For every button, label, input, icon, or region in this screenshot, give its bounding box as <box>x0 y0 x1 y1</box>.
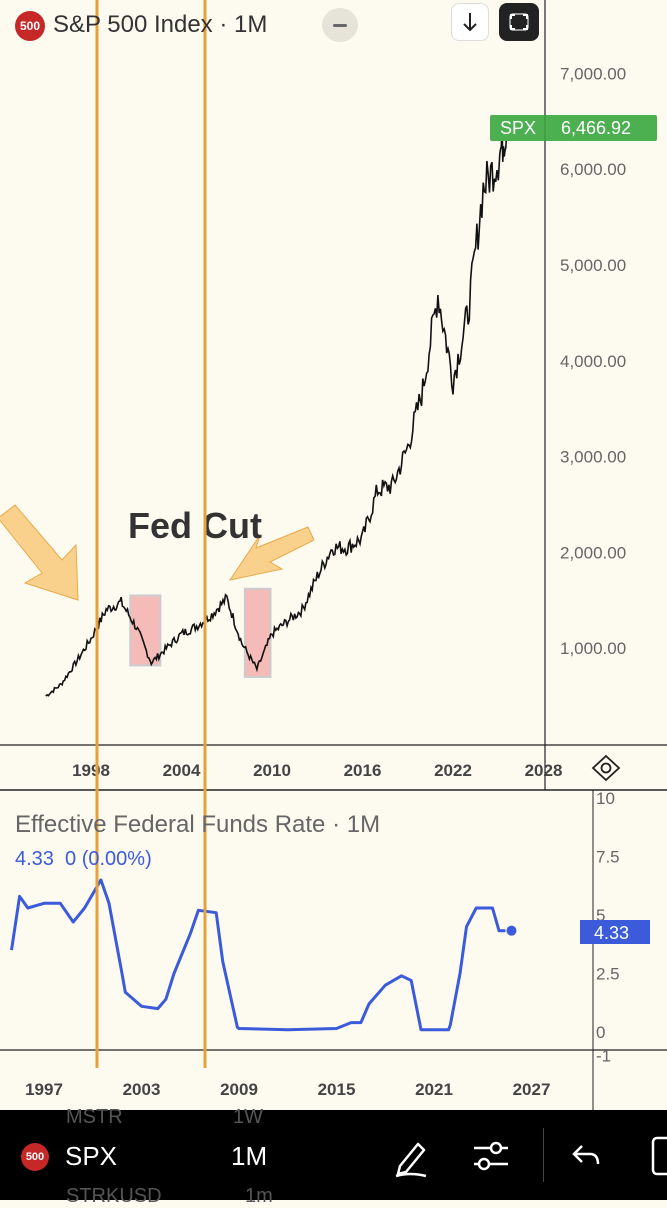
spx-interval: 1M <box>234 11 268 38</box>
more-button-partial[interactable] <box>645 1134 667 1178</box>
rate-x-tick: 2015 <box>318 1080 356 1099</box>
spx-badge: 500 <box>15 11 45 41</box>
rate-x-tick: 2021 <box>415 1080 453 1099</box>
rate-value-tag-text: 4.33 <box>594 923 629 943</box>
arrow-down-icon <box>463 13 477 32</box>
spx-x-tick: 1998 <box>72 761 110 780</box>
collapse-button[interactable] <box>322 8 358 42</box>
rate-y-tick: 7.5 <box>596 848 620 867</box>
panel-icon <box>651 1136 667 1176</box>
price-tag-value: 6,466.92 <box>561 118 631 138</box>
spx-legend[interactable]: S&P 500 Index · 1M <box>53 11 267 39</box>
toolbar-divider <box>543 1128 544 1182</box>
spx-price-tag: SPX 6,466.92 <box>490 115 657 141</box>
rate-value-line: 4.33 0 (0.00%) <box>15 848 152 870</box>
spx-x-tick: 2028 <box>525 761 563 780</box>
fed-funds-rate-line <box>10 878 506 1032</box>
download-button[interactable] <box>451 3 489 41</box>
rate-y-tick: 0 <box>596 1023 605 1042</box>
rate-x-tick: 1997 <box>25 1080 63 1099</box>
spx-dot: · <box>219 11 228 38</box>
sliders-icon <box>474 1141 508 1171</box>
spx-y-tick: 2,000.00 <box>560 543 626 562</box>
rate-y-tick: -1 <box>596 1046 611 1065</box>
spx-y-tick: 5,000.00 <box>560 256 626 275</box>
ghost-symbol-strkusd: STRKUSD <box>66 1185 162 1207</box>
spx-title: S&P 500 Index <box>53 11 213 38</box>
minus-icon <box>333 24 347 27</box>
fed-funds-rate-last-point <box>506 925 517 936</box>
arrow-left-icon <box>0 504 79 601</box>
fullscreen-icon <box>509 13 529 31</box>
rate-title: Effective Federal Funds Rate <box>15 811 326 838</box>
rate-y-tick: 10 <box>596 789 615 808</box>
ghost-interval-1m: 1m <box>245 1185 273 1207</box>
rate-x-tick: 2003 <box>123 1080 161 1099</box>
undo-button[interactable] <box>570 1140 604 1170</box>
interval-selector[interactable]: 1M <box>231 1141 268 1171</box>
chart-area[interactable]: 7,000.00 6,000.00 5,000.00 4,000.00 3,000.00… <box>0 0 667 1110</box>
spx-x-tick: 2004 <box>163 761 201 780</box>
symbol-selector[interactable]: SPX <box>65 1141 118 1171</box>
undo-icon <box>572 1145 600 1165</box>
rate-value-tag: 4.33 <box>580 920 650 944</box>
indicators-button[interactable] <box>470 1136 512 1176</box>
rate-y-tick: 5 <box>596 906 605 925</box>
spx-x-tick: 2022 <box>434 761 472 780</box>
drawing-tools-button[interactable] <box>388 1132 434 1178</box>
ghost-symbol-mstr: MSTR <box>66 1106 123 1128</box>
fed-cut-annotation: Fed Cut <box>128 505 262 546</box>
spx-y-tick: 7,000.00 <box>560 64 626 83</box>
rate-x-tick: 2009 <box>220 1080 258 1099</box>
spx-y-tick: 6,000.00 <box>560 160 626 179</box>
spx-y-tick: 4,000.00 <box>560 352 626 371</box>
spx-y-tick: 1,000.00 <box>560 639 626 658</box>
rate-interval: 1M <box>346 811 381 838</box>
ghost-interval-1w: 1W <box>233 1106 263 1128</box>
price-tag-label: SPX <box>500 118 536 138</box>
arrow-right-icon <box>228 526 315 581</box>
fullscreen-button[interactable] <box>499 3 539 41</box>
symbol-badge: 500 <box>21 1143 49 1171</box>
spx-price-line <box>45 123 509 697</box>
rate-x-tick: 2027 <box>513 1080 551 1099</box>
drawdown-highlight-2 <box>243 587 272 678</box>
bottom-toolbar: MSTR 1W STRKUSD 1m 500 SPX 1M <box>0 1106 667 1207</box>
spx-x-tick: 2010 <box>253 761 291 780</box>
pen-icon <box>395 1142 427 1178</box>
rate-legend[interactable]: Effective Federal Funds Rate · 1M <box>15 811 380 839</box>
drawdown-highlight-1 <box>129 594 162 667</box>
rate-y-tick: 2.5 <box>596 965 620 984</box>
rate-pane[interactable]: 10 7.5 5 2.5 0 -1 1997 2003 2009 2015 2021 2027 4.… <box>0 789 667 1110</box>
target-settings-icon[interactable] <box>591 754 621 782</box>
spx-pane[interactable]: 7,000.00 6,000.00 5,000.00 4,000.00 3,000.00… <box>0 0 667 791</box>
rate-dot-sep: · <box>332 811 341 838</box>
spx-x-tick: 2016 <box>344 761 382 780</box>
spx-y-tick: 3,000.00 <box>560 448 626 467</box>
